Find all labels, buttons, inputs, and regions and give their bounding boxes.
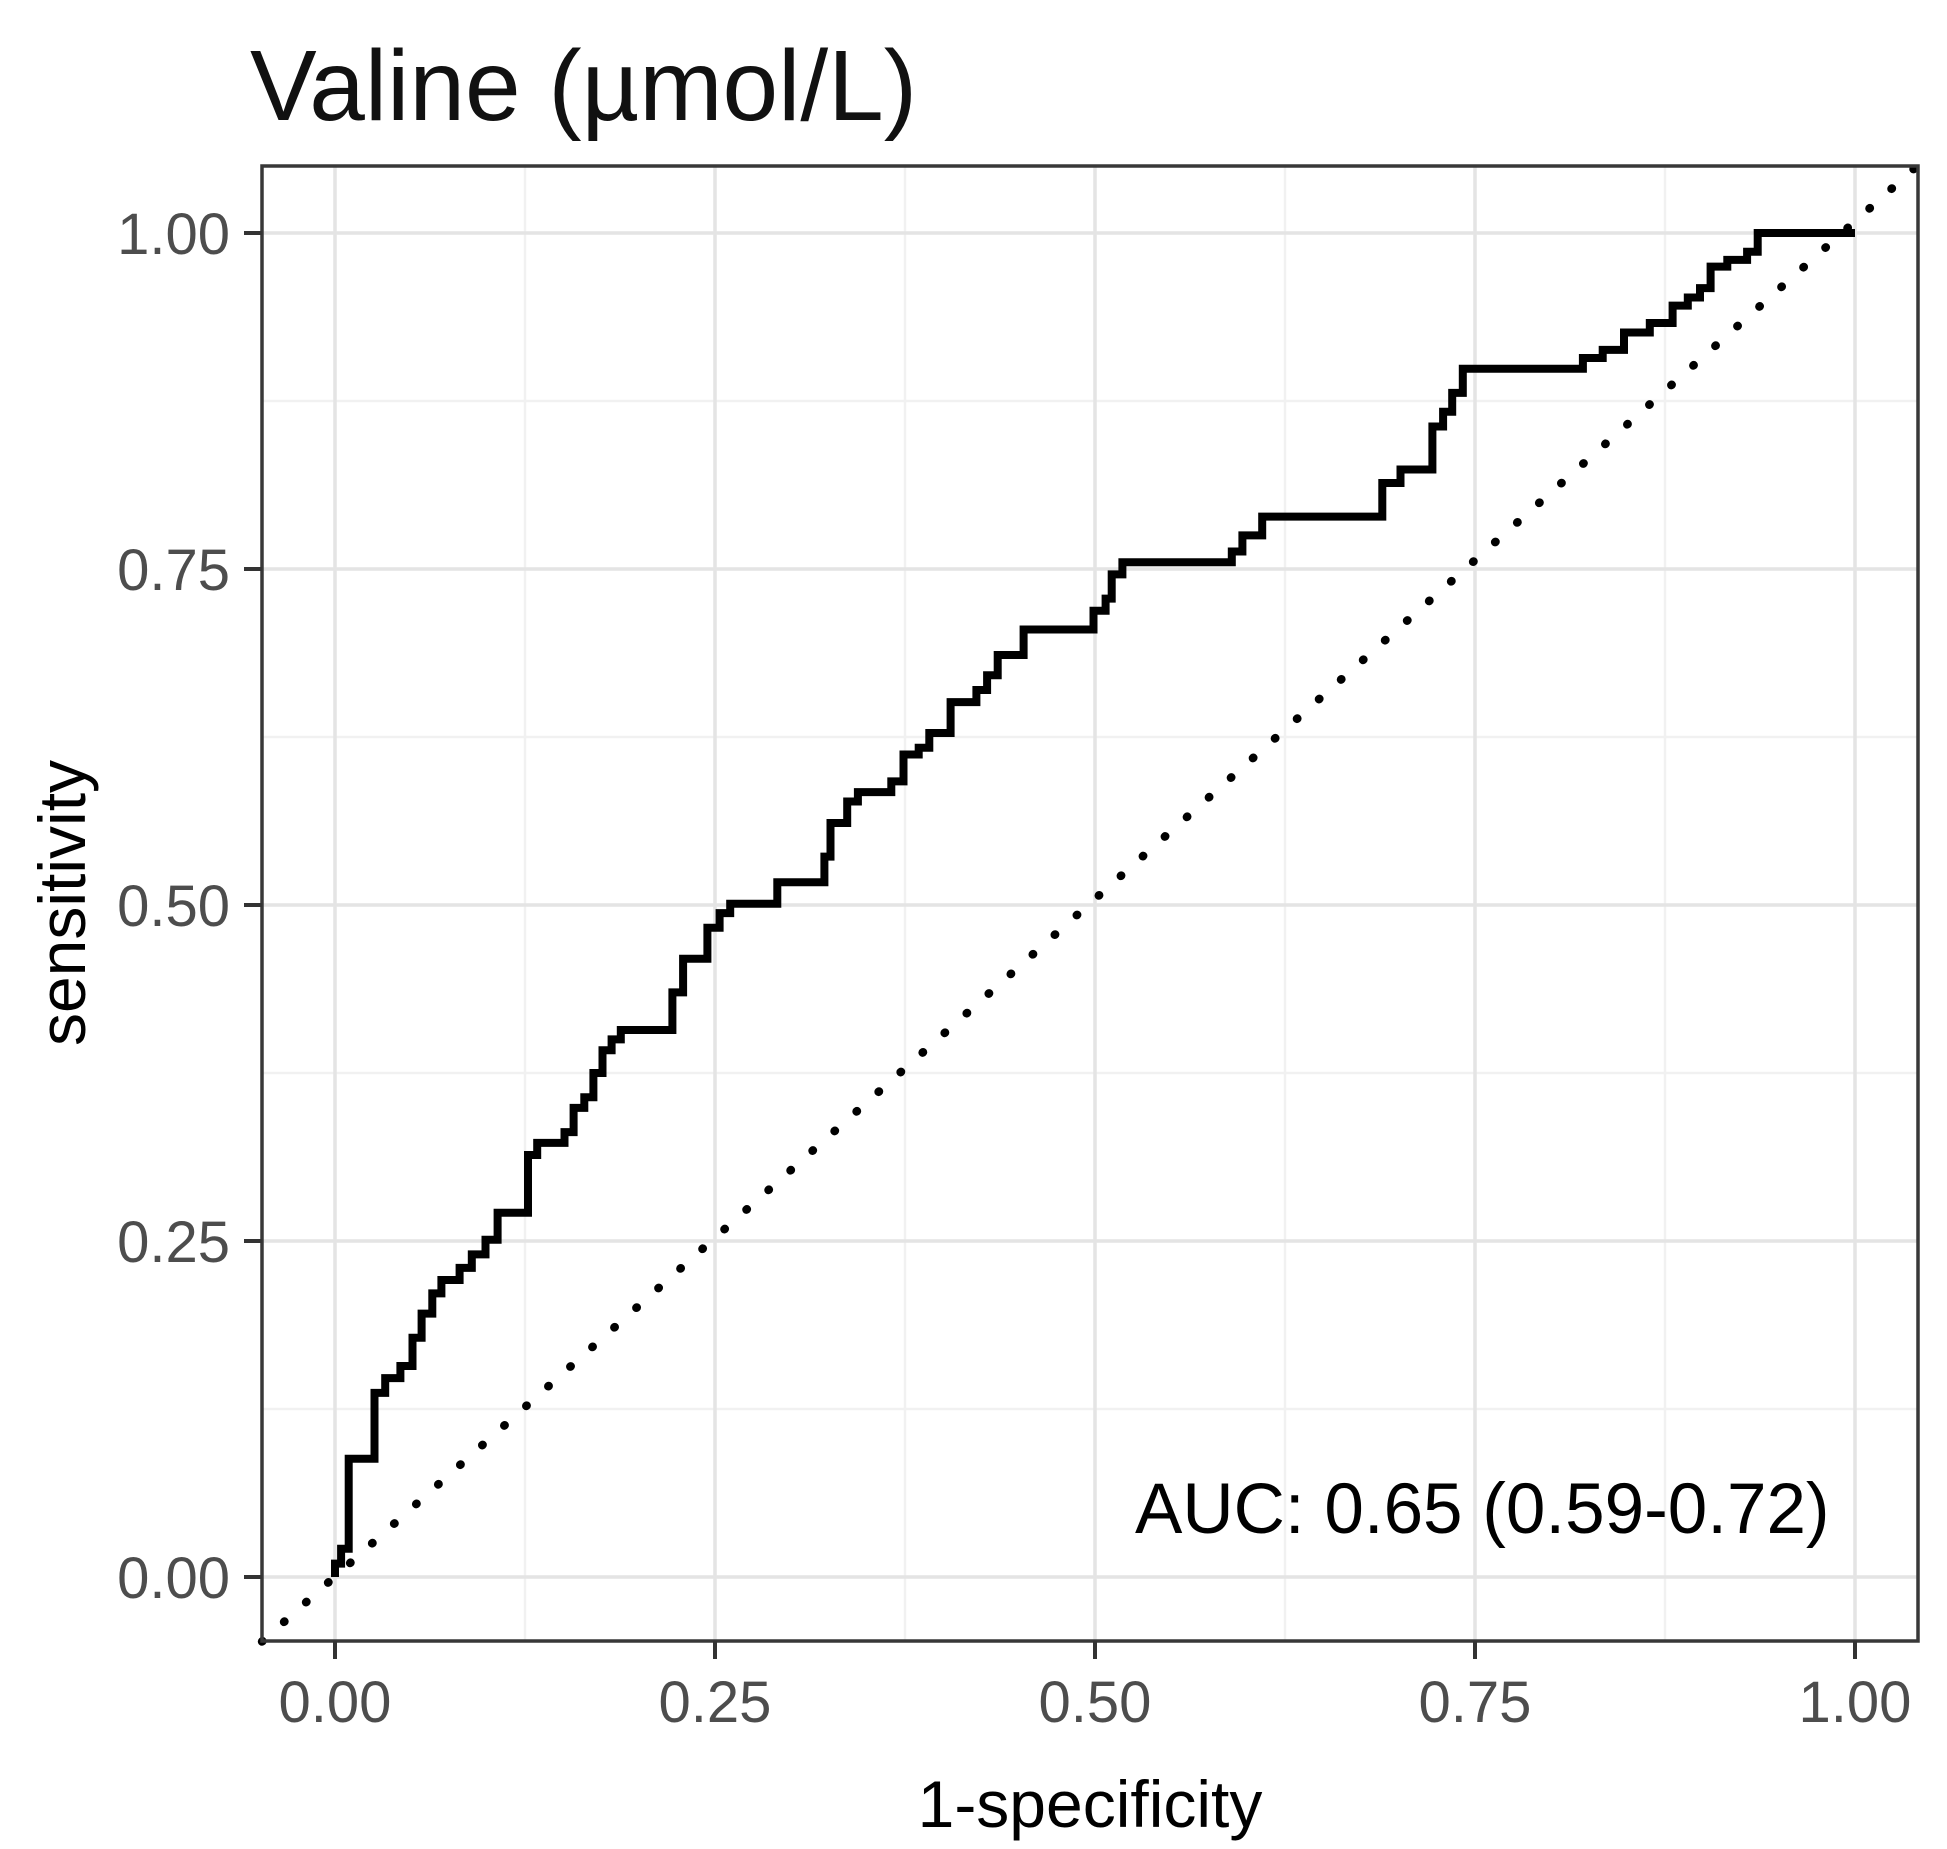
x-tick-label: 0.25 xyxy=(659,1670,772,1735)
y-axis-title: sensitivity xyxy=(25,760,99,1046)
y-tick-label: 0.25 xyxy=(117,1210,230,1275)
x-tick-label: 0.75 xyxy=(1419,1670,1532,1735)
x-axis-title: 1-specificity xyxy=(918,1767,1263,1841)
x-tick-label: 0.00 xyxy=(279,1670,392,1735)
y-tick-label: 0.75 xyxy=(117,538,230,603)
x-tick-label: 0.50 xyxy=(1039,1670,1152,1735)
major-gridlines xyxy=(262,166,1918,1641)
roc-curve xyxy=(331,229,1855,1577)
y-tick-label: 0.50 xyxy=(117,874,230,939)
x-axis-tick-labels: 0.00 0.25 0.50 0.75 1.00 xyxy=(279,1670,1912,1735)
auc-annotation: AUC: 0.65 (0.59-0.72) xyxy=(1135,1470,1830,1549)
axis-tick-marks xyxy=(244,231,1857,1659)
roc-curve-path xyxy=(331,229,1855,1577)
y-tick-label: 0.00 xyxy=(117,1546,230,1611)
plot-title: Valine (µmol/L) xyxy=(250,30,917,142)
y-tick-label: 1.00 xyxy=(117,202,230,267)
y-axis-tick-labels: 0.00 0.25 0.50 0.75 1.00 xyxy=(117,202,230,1611)
x-tick-label: 1.00 xyxy=(1799,1670,1912,1735)
